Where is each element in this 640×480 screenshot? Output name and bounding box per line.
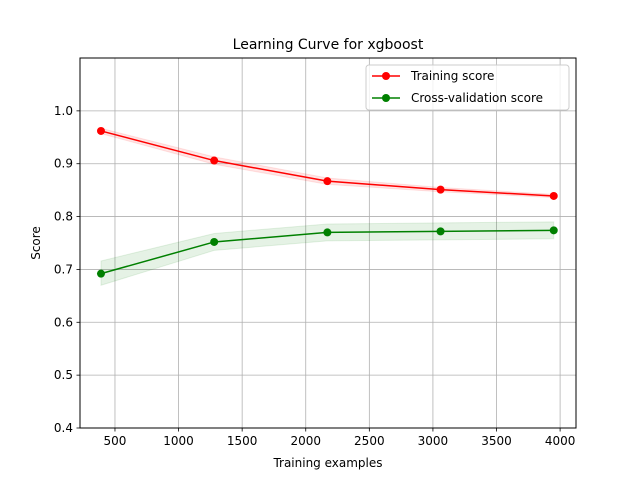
legend-label-training: Training score <box>410 69 494 83</box>
legend: Training score Cross-validation score <box>365 64 570 111</box>
data-point-training <box>210 156 219 165</box>
data-point-cross-validation <box>323 228 332 237</box>
y-axis-ticks: 0.4 0.5 0.6 0.7 0.8 0.9 1.0 <box>54 104 80 435</box>
data-point-cross-validation <box>549 226 558 235</box>
x-tick-label: 2000 <box>290 434 321 448</box>
data-point-cross-validation <box>436 227 445 236</box>
x-tick-label: 1500 <box>227 434 258 448</box>
y-tick-label: 0.8 <box>54 210 73 224</box>
chart-title: Learning Curve for xgboost <box>233 37 424 53</box>
y-tick-label: 0.4 <box>54 421 73 435</box>
x-tick-label: 3500 <box>481 434 512 448</box>
x-tick-label: 4000 <box>545 434 576 448</box>
y-tick-label: 0.9 <box>54 157 73 171</box>
x-tick-label: 500 <box>104 434 127 448</box>
legend-marker-training <box>382 72 390 80</box>
data-point-training <box>323 177 332 186</box>
y-tick-label: 1.0 <box>54 104 73 118</box>
data-point-training <box>96 126 105 135</box>
data-point-training <box>436 185 445 194</box>
legend-label-cross-validation: Cross-validation score <box>411 91 543 105</box>
series-points <box>96 126 558 278</box>
legend-box <box>365 64 570 111</box>
x-tick-label: 2500 <box>354 434 385 448</box>
plot-frame <box>79 57 577 429</box>
data-point-cross-validation <box>210 237 219 246</box>
legend-marker-cross-validation <box>382 94 390 102</box>
y-axis-label: Score <box>29 226 43 260</box>
y-tick-label: 0.5 <box>54 368 73 382</box>
data-point-training <box>549 191 558 200</box>
data-point-cross-validation <box>96 269 105 278</box>
x-axis-ticks: 500 1000 1500 2000 2500 3000 3500 4000 <box>104 428 576 448</box>
y-tick-label: 0.7 <box>54 262 73 276</box>
x-axis-label: Training examples <box>272 456 382 470</box>
y-tick-label: 0.6 <box>54 315 73 329</box>
x-tick-label: 1000 <box>163 434 194 448</box>
confidence-band-cross-validation <box>100 221 555 286</box>
x-tick-label: 3000 <box>418 434 449 448</box>
